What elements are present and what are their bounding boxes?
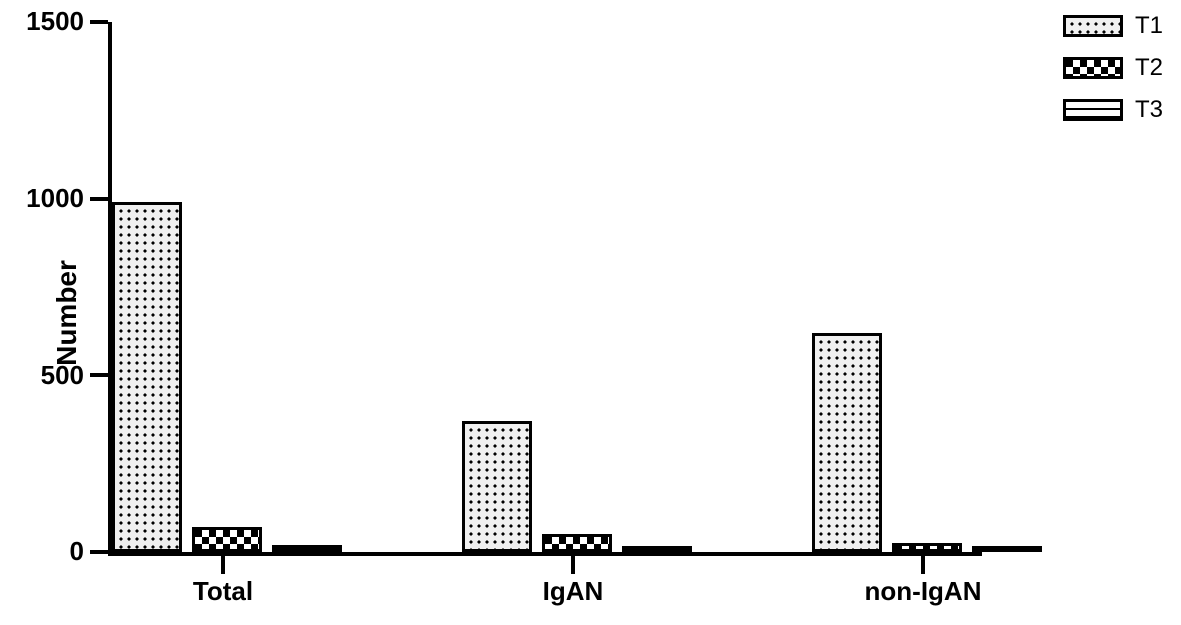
bar	[272, 545, 342, 552]
plot-area	[108, 22, 982, 556]
bar	[542, 534, 612, 552]
x-tick-label: IgAN	[473, 576, 673, 607]
bar	[112, 202, 182, 552]
legend-label: T1	[1135, 12, 1163, 40]
legend-item: T2	[1063, 54, 1163, 82]
x-tick-label: Total	[123, 576, 323, 607]
bar	[622, 546, 692, 552]
x-tick	[221, 556, 225, 574]
legend-label: T2	[1135, 54, 1163, 82]
y-tick-label: 500	[4, 360, 84, 391]
y-tick	[90, 550, 108, 554]
x-tick	[571, 556, 575, 574]
y-tick	[90, 197, 108, 201]
legend-item: T3	[1063, 96, 1163, 124]
y-tick-label: 0	[4, 536, 84, 567]
legend: T1 T2 T3	[1063, 12, 1163, 138]
bar	[812, 333, 882, 552]
legend-swatch	[1063, 57, 1123, 79]
legend-item: T1	[1063, 12, 1163, 40]
bar	[892, 543, 962, 552]
bar	[462, 421, 532, 552]
y-tick	[90, 20, 108, 24]
x-tick	[921, 556, 925, 574]
y-tick-label: 1000	[4, 183, 84, 214]
legend-swatch	[1063, 15, 1123, 37]
chart-stage: Number T1 T2 T3 0 500 1000 1500 Total IgAN non-I…	[0, 0, 1181, 625]
y-tick-label: 1500	[4, 6, 84, 37]
legend-swatch	[1063, 99, 1123, 121]
legend-label: T3	[1135, 96, 1163, 124]
bar	[972, 546, 1042, 552]
bar	[192, 527, 262, 552]
y-axis-title: Number	[51, 260, 83, 366]
y-tick	[90, 373, 108, 377]
x-tick-label: non-IgAN	[823, 576, 1023, 607]
